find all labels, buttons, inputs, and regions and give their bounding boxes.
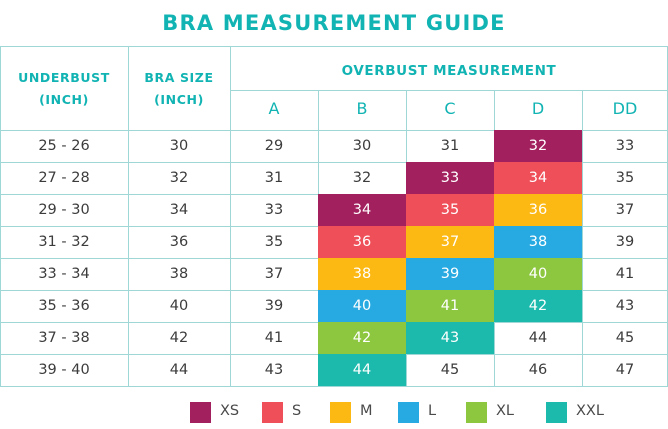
underbust-cell: 31 - 32 <box>38 234 90 250</box>
overbust-cell: 32 <box>352 170 372 186</box>
overbust-cell: 42 <box>318 322 406 354</box>
table-row: 33 - 34 38 37 38 39 40 41 <box>0 258 668 290</box>
overbust-cell: 30 <box>352 138 372 154</box>
overbust-cell: 43 <box>406 322 494 354</box>
overbust-cell: 45 <box>440 362 460 378</box>
overbust-cell: 37 <box>406 226 494 258</box>
overbust-cell: 43 <box>615 298 635 314</box>
bra-size-header-line2: (INCH) <box>154 92 204 107</box>
legend-label-xl: XL <box>496 403 515 419</box>
underbust-cell: 35 - 36 <box>38 298 90 314</box>
table-row: 39 - 40 44 43 44 45 46 47 <box>0 354 668 386</box>
cup-header-dd: DD <box>612 99 638 118</box>
bra-size-header-line1: BRA SIZE <box>144 70 214 85</box>
overbust-cell: 33 <box>615 138 635 154</box>
overbust-cell: 42 <box>494 290 582 322</box>
overbust-header: OVERBUST MEASUREMENT <box>341 63 557 79</box>
overbust-cell: 37 <box>615 202 635 218</box>
grid-line-vertical <box>0 46 1 386</box>
overbust-cell: 46 <box>528 362 548 378</box>
overbust-cell: 43 <box>264 362 284 378</box>
overbust-cell: 41 <box>264 330 284 346</box>
legend-label-l: L <box>428 403 437 419</box>
legend-swatch-m <box>330 402 351 423</box>
overbust-cell: 29 <box>264 138 284 154</box>
overbust-cell: 44 <box>528 330 548 346</box>
overbust-cell: 39 <box>406 258 494 290</box>
bra-size-cell: 44 <box>169 362 189 378</box>
underbust-cell: 29 - 30 <box>38 202 90 218</box>
overbust-cell: 33 <box>264 202 284 218</box>
bra-size-cell: 32 <box>169 170 189 186</box>
underbust-cell: 25 - 26 <box>38 138 90 154</box>
cup-header-c: C <box>444 99 456 118</box>
table-row: 27 - 28 32 31 32 33 34 35 <box>0 162 668 194</box>
overbust-cell: 47 <box>615 362 635 378</box>
overbust-cell: 33 <box>406 162 494 194</box>
overbust-cell: 35 <box>615 170 635 186</box>
legend-swatch-l <box>398 402 419 423</box>
underbust-cell: 39 - 40 <box>38 362 90 378</box>
overbust-cell: 35 <box>406 194 494 226</box>
table-row: 37 - 38 42 41 42 43 44 45 <box>0 322 668 354</box>
grid-line-horizontal <box>0 46 668 47</box>
overbust-cell: 40 <box>318 290 406 322</box>
legend-label-m: M <box>360 403 373 419</box>
cup-header-b: B <box>356 99 368 118</box>
underbust-header-line1: UNDERBUST <box>18 70 110 85</box>
table-row: 31 - 32 36 35 36 37 38 39 <box>0 226 668 258</box>
grid-line-horizontal <box>0 162 668 163</box>
legend-swatch-xxl <box>546 402 567 423</box>
legend-swatch-s <box>262 402 283 423</box>
legend: XS S M L XL XXL <box>0 399 668 429</box>
overbust-cell: 35 <box>264 234 284 250</box>
legend-label-xs: XS <box>220 403 240 419</box>
grid-line-vertical <box>230 46 231 386</box>
overbust-cell: 40 <box>494 258 582 290</box>
overbust-cell: 44 <box>318 354 406 386</box>
bra-size-cell: 30 <box>169 138 189 154</box>
bra-size-cell: 34 <box>169 202 189 218</box>
bra-size-cell: 38 <box>169 266 189 282</box>
overbust-cell: 38 <box>318 258 406 290</box>
table-row: 25 - 26 30 29 30 31 32 33 <box>0 130 668 162</box>
bra-size-cell: 36 <box>169 234 189 250</box>
overbust-cell: 34 <box>494 162 582 194</box>
overbust-cell: 36 <box>494 194 582 226</box>
grid-line-horizontal <box>0 386 668 387</box>
grid-line-horizontal <box>230 90 668 91</box>
overbust-cell: 41 <box>406 290 494 322</box>
overbust-cell: 36 <box>318 226 406 258</box>
cup-header-d: D <box>531 99 545 118</box>
overbust-cell: 37 <box>264 266 284 282</box>
grid-line-vertical <box>128 46 129 386</box>
legend-label-s: S <box>292 403 302 419</box>
overbust-cell: 45 <box>615 330 635 346</box>
overbust-cell: 41 <box>615 266 635 282</box>
overbust-cell: 31 <box>440 138 460 154</box>
table-row: 29 - 30 34 33 34 35 36 37 <box>0 194 668 226</box>
underbust-cell: 37 - 38 <box>38 330 90 346</box>
underbust-header-line2: (INCH) <box>39 92 89 107</box>
page-title: BRA MEASUREMENT GUIDE <box>162 11 506 35</box>
overbust-cell: 38 <box>494 226 582 258</box>
overbust-cell: 39 <box>264 298 284 314</box>
grid-line-horizontal <box>0 130 668 131</box>
overbust-cell: 32 <box>494 130 582 162</box>
bra-size-cell: 40 <box>169 298 189 314</box>
overbust-cell: 34 <box>318 194 406 226</box>
legend-swatch-xl <box>466 402 487 423</box>
legend-label-xxl: XXL <box>576 403 604 419</box>
underbust-cell: 27 - 28 <box>38 170 90 186</box>
bra-size-cell: 42 <box>169 330 189 346</box>
overbust-cell: 31 <box>264 170 284 186</box>
grid-line-vertical <box>582 90 583 386</box>
overbust-cell: 39 <box>615 234 635 250</box>
table-row: 35 - 36 40 39 40 41 42 43 <box>0 290 668 322</box>
cup-header-a: A <box>268 99 280 118</box>
underbust-cell: 33 - 34 <box>38 266 90 282</box>
legend-swatch-xs <box>190 402 211 423</box>
